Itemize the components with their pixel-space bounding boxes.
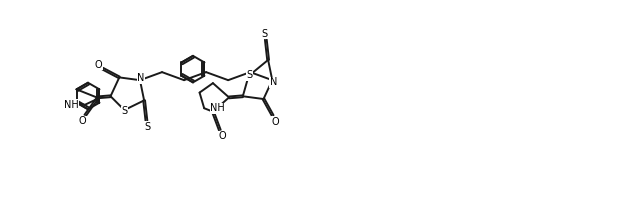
Text: NH: NH (64, 100, 79, 110)
Text: O: O (79, 116, 86, 126)
Text: O: O (272, 117, 279, 127)
Text: S: S (144, 122, 151, 132)
Text: O: O (95, 60, 102, 70)
Text: O: O (218, 131, 226, 141)
Text: S: S (121, 106, 127, 116)
Text: S: S (247, 70, 252, 80)
Text: NH: NH (210, 103, 225, 113)
Text: S: S (262, 29, 268, 39)
Text: N: N (270, 77, 277, 87)
Text: N: N (137, 73, 144, 83)
